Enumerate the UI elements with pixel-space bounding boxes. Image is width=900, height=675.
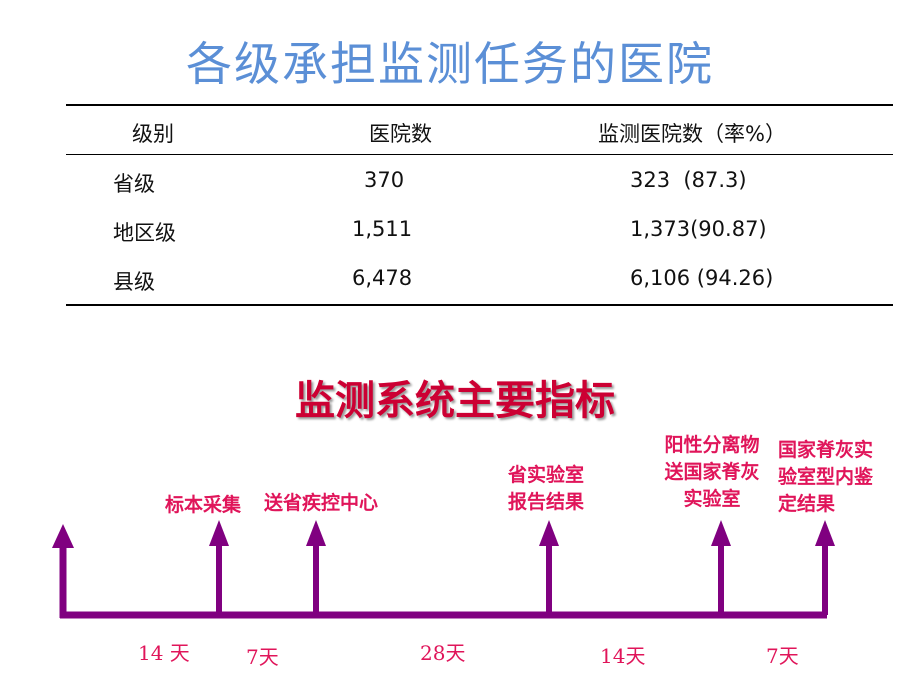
event-label-line: 省实验室 — [507, 464, 584, 486]
arrow-head-send-cdc — [306, 520, 326, 546]
header-monitoring-count: 监测医院数（率%） — [598, 122, 786, 146]
row-provincial-count: 370 — [364, 168, 405, 192]
row-county-monitoring: 6,106 (94.26) — [630, 266, 774, 290]
duration-1: 14 天 — [138, 641, 190, 665]
duration-2: 7天 — [246, 645, 279, 669]
event-label-line: 报告结果 — [507, 491, 584, 513]
table-top-rule — [66, 104, 893, 106]
page-title: 各级承担监测任务的医院 — [186, 37, 714, 91]
event-label-send-national-lab: 阳性分离物 送国家脊灰 实验室 — [647, 432, 777, 513]
arrow-head-typing — [815, 520, 835, 546]
header-hospital-count: 医院数 — [369, 122, 432, 146]
event-label-line: 实验室 — [683, 488, 741, 510]
section-title: 监测系统主要指标 — [295, 378, 615, 424]
duration-3: 28天 — [420, 641, 466, 665]
header-level: 级别 — [132, 122, 174, 146]
row-provincial-level: 省级 — [113, 172, 155, 196]
row-regional-count: 1,511 — [352, 217, 413, 241]
row-county-count: 6,478 — [352, 266, 413, 290]
arrow-head-prov-lab — [539, 520, 559, 546]
row-regional-level: 地区级 — [113, 221, 176, 245]
row-county-level: 县级 — [113, 270, 155, 294]
duration-5: 7天 — [766, 644, 799, 668]
table-header-rule — [66, 154, 893, 155]
arrow-head-national-lab — [711, 520, 731, 546]
event-label-line: 国家脊灰实 — [778, 439, 874, 461]
row-provincial-monitoring: 323 (87.3) — [630, 168, 747, 192]
event-label-line: 验室型内鉴 — [778, 466, 874, 488]
event-label-line: 送国家脊灰 — [664, 461, 760, 483]
table-bottom-rule — [66, 304, 893, 306]
duration-4: 14天 — [600, 644, 646, 668]
row-regional-monitoring: 1,373(90.87) — [630, 217, 767, 241]
event-label-send-provincial-cdc: 送省疾控中心 — [264, 492, 379, 514]
event-label-intratypic-result: 国家脊灰实 验室型内鉴 定结果 — [778, 437, 898, 518]
event-label-line: 阳性分离物 — [664, 434, 760, 456]
arrow-head-start — [52, 524, 74, 548]
event-label-line: 定结果 — [778, 493, 836, 515]
arrow-head-sample — [209, 520, 229, 546]
event-label-provincial-lab-result: 省实验室 报告结果 — [491, 462, 601, 516]
event-label-sample-collection: 标本采集 — [165, 494, 242, 516]
